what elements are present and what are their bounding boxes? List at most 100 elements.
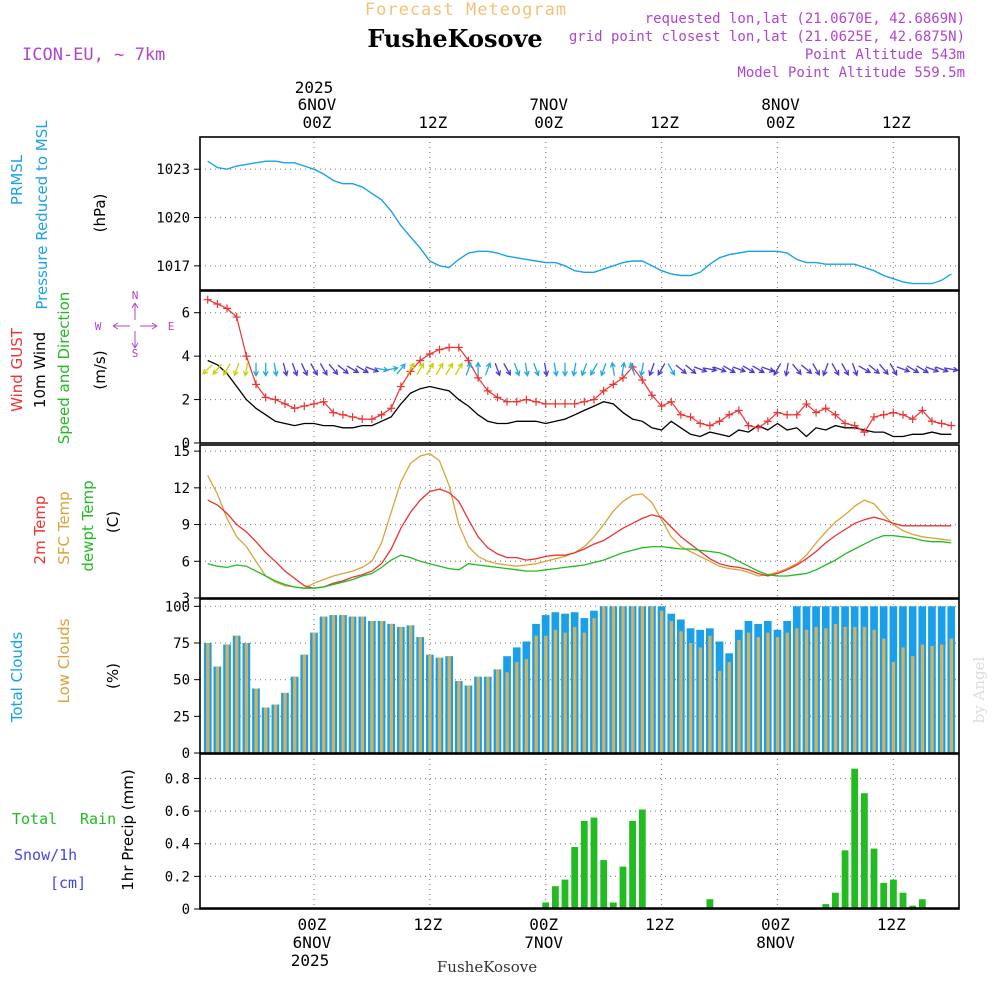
temp-frame — [199, 444, 960, 599]
gust-line — [207, 299, 952, 433]
wind-direction-arrow — [562, 362, 568, 378]
wind-direction-arrow — [648, 362, 655, 377]
gust-marker — [377, 410, 386, 419]
clouds-unit: (%) — [104, 663, 122, 689]
clouds-ytick-label: 0 — [182, 746, 190, 762]
low-clouds-bar — [698, 647, 702, 753]
low-clouds-bar — [611, 606, 616, 753]
rain-bar — [841, 850, 849, 909]
gust-marker — [918, 406, 927, 415]
wind-direction-arrow — [944, 366, 960, 373]
low-clouds-bar — [911, 656, 915, 753]
low-clouds-bar — [843, 626, 847, 753]
low-clouds-bar — [669, 621, 673, 753]
precip-unit: 1hr Precip (mm) — [119, 769, 137, 890]
credit-watermark: by Angel — [970, 656, 988, 723]
wind-direction-arrow — [346, 365, 360, 374]
wind-direction-arrow — [800, 364, 813, 375]
gust-marker — [213, 300, 222, 309]
wind-direction-arrow — [523, 362, 530, 377]
wind-direction-arrow — [319, 363, 328, 376]
gust-marker — [532, 397, 541, 406]
low-clouds-bar — [582, 632, 587, 753]
wind-direction-arrow — [889, 363, 898, 376]
rain-bar — [638, 809, 646, 909]
bottom-time-label: 12Z — [413, 915, 442, 934]
low-clouds-bar — [331, 615, 335, 753]
low-clouds-bar — [940, 644, 944, 753]
precip-frame — [199, 753, 960, 910]
location-name: FusheKosove — [367, 24, 542, 53]
wind-direction-arrow — [773, 363, 782, 376]
gust-marker — [638, 376, 647, 385]
bottom-time-label: 00Z — [761, 915, 790, 934]
bottom-year-label: 2025 — [291, 951, 330, 970]
bottom-time-label: 12Z — [645, 915, 674, 934]
wind-direction-arrow — [620, 361, 627, 376]
gust-marker — [435, 345, 444, 354]
gust-marker — [821, 404, 830, 413]
wind-direction-arrow — [291, 362, 299, 377]
gust-marker — [763, 417, 772, 426]
precip-ytick-label: 0.6 — [165, 804, 190, 820]
wind-direction-arrow — [580, 362, 588, 377]
temp-ytick-label: 12 — [173, 481, 190, 497]
compass-rose: N W E S — [95, 289, 175, 360]
wind-direction-arrow — [416, 362, 425, 376]
wind-direction-arrow — [484, 361, 492, 376]
gust-marker — [879, 410, 888, 419]
low-clouds-bar — [795, 628, 799, 753]
precip-ytick-label: 0.2 — [165, 869, 190, 885]
wind-direction-arrow — [212, 363, 223, 376]
pressure-ytick-label: 1017 — [156, 259, 190, 275]
wind-direction-arrow — [713, 366, 727, 373]
low-clouds-bar — [592, 618, 596, 753]
gust-marker — [261, 393, 270, 402]
wind-direction-arrow — [571, 362, 578, 377]
bottom-time-label: 12Z — [877, 915, 906, 934]
wind-direction-arrow — [384, 365, 399, 372]
low-clouds-bar — [756, 637, 760, 753]
low-clouds-bar — [206, 643, 210, 753]
wind-direction-arrow — [638, 362, 645, 377]
precip-rain-label: Rain — [80, 810, 116, 828]
dewpt-label: dewpt Temp — [79, 480, 97, 571]
low-clouds-bar — [862, 626, 867, 753]
low-clouds-bar — [235, 635, 239, 753]
wind-direction-arrow — [272, 362, 279, 377]
low-clouds-bar — [515, 662, 519, 753]
gust-marker — [309, 399, 318, 408]
low-clouds-bar — [418, 637, 422, 753]
gust-marker — [696, 419, 705, 428]
gust-marker — [937, 419, 946, 428]
low-clouds-label: Low Clouds — [55, 618, 73, 703]
low-clouds-bar — [399, 626, 403, 753]
wind-direction-arrow — [935, 366, 949, 373]
low-clouds-bar — [293, 676, 297, 753]
low-clouds-bar — [322, 616, 326, 753]
gust-marker — [271, 395, 280, 404]
gust-marker — [512, 397, 521, 406]
low-clouds-bar — [524, 659, 529, 753]
wind-direction-arrow — [925, 366, 940, 373]
gust-marker — [223, 304, 232, 313]
low-clouds-bar — [428, 654, 432, 753]
wind-direction-arrow — [906, 365, 920, 374]
low-clouds-bar — [766, 632, 770, 753]
low-clouds-bar — [727, 662, 731, 753]
grid-point-coordinates: grid point closest lon,lat (21.0625E, 42… — [569, 29, 965, 45]
wind-direction-arrow — [792, 363, 802, 376]
low-clouds-bar — [389, 623, 393, 753]
gust-marker — [493, 393, 502, 402]
low-clouds-bar — [447, 656, 451, 753]
gust-marker — [338, 410, 347, 419]
wind-direction-arrow — [223, 363, 231, 376]
wind-direction-arrow — [858, 365, 872, 374]
gust-marker — [503, 397, 512, 406]
low-clouds-bar — [302, 654, 306, 753]
low-clouds-bar — [833, 623, 838, 753]
low-clouds-bar — [244, 643, 249, 753]
wind-direction-arrow — [300, 363, 309, 377]
gust-marker — [242, 352, 251, 361]
